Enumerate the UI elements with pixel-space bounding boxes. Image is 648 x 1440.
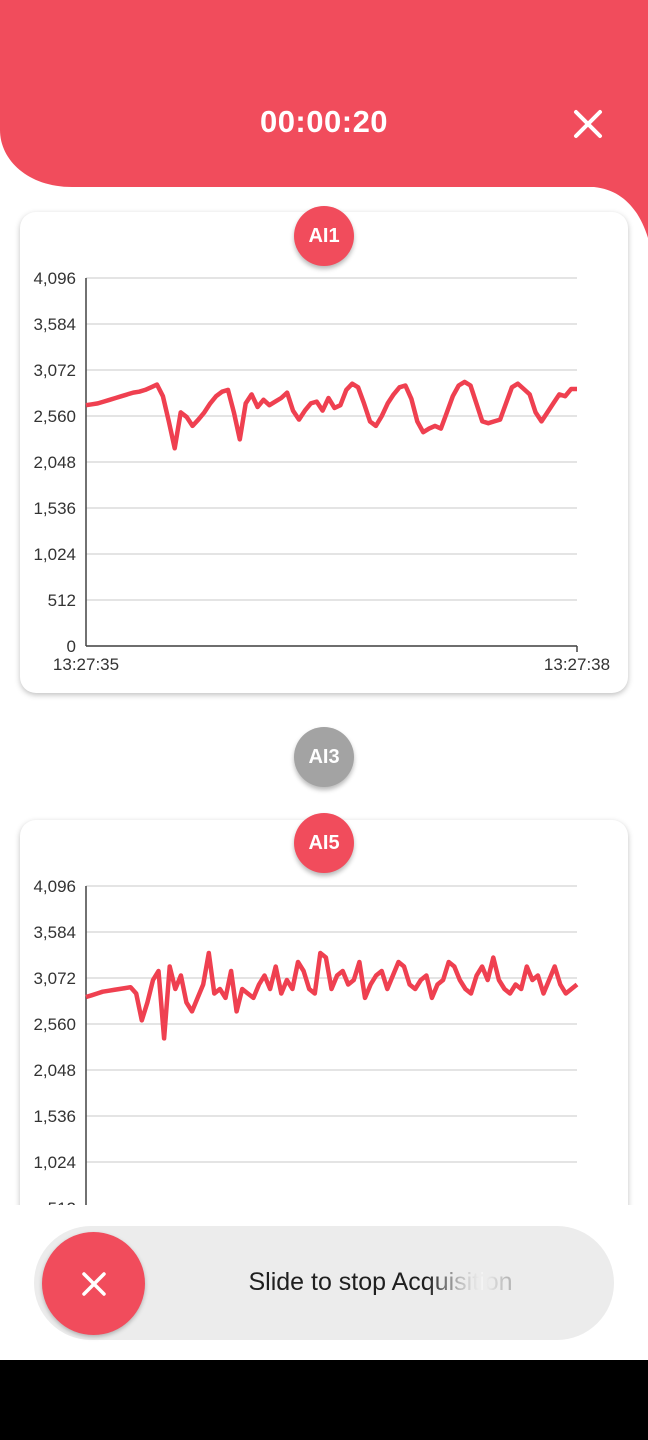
y-tick-label: 0 xyxy=(67,637,76,656)
y-tick-label: 512 xyxy=(48,591,76,610)
y-tick-label: 3,072 xyxy=(33,969,76,988)
chart-ai5: 4,096 3,584 3,072 2,560 2,048 1,536 1,024 512 xyxy=(33,877,579,1205)
series-line xyxy=(85,379,577,451)
y-tick-label: 1,024 xyxy=(33,1153,76,1172)
slider-knob[interactable] xyxy=(42,1232,145,1335)
y-tick-label: 512 xyxy=(48,1199,76,1205)
chart-card-ai1: 4,096 3,584 3,072 2,560 2,048 1,536 1,024 512 0 1… xyxy=(20,212,628,693)
y-tick-label: 3,584 xyxy=(33,315,76,334)
channels-list[interactable]: 4,096 3,584 3,072 2,560 2,048 1,536 1,024 512 0 1… xyxy=(0,190,648,1205)
stop-acquisition-slider[interactable]: Slide to stop Acquisition xyxy=(34,1226,614,1340)
y-tick-label: 3,072 xyxy=(33,361,76,380)
y-tick-label: 3,584 xyxy=(33,923,76,942)
y-tick-label: 1,536 xyxy=(33,1107,76,1126)
acquisition-timer: 00:00:20 xyxy=(259,104,389,139)
y-tick-label: 2,048 xyxy=(33,453,76,472)
y-tick-label: 2,560 xyxy=(33,1015,76,1034)
y-tick-label: 2,560 xyxy=(33,407,76,426)
x-tick-label: 13:27:38 xyxy=(544,655,610,674)
header-background xyxy=(0,0,648,238)
channel-badge-ai1[interactable]: AI1 xyxy=(294,206,354,266)
header: 00:00:20 xyxy=(0,0,648,240)
chart-card-ai5: 4,096 3,584 3,072 2,560 2,048 1,536 1,024 512 xyxy=(20,820,628,1205)
close-icon xyxy=(81,1271,106,1296)
x-tick-label: 13:27:35 xyxy=(53,655,119,674)
slider-label: Slide to stop Acquisition xyxy=(184,1268,577,1297)
channel-badge-ai3[interactable]: AI3 xyxy=(294,727,354,787)
chart-ai1: 4,0963,5843,0722,5602,0481,5361,02451201… xyxy=(33,269,610,674)
series-line xyxy=(85,950,579,1041)
close-button[interactable] xyxy=(568,104,608,144)
y-tick-label: 1,536 xyxy=(33,499,76,518)
y-tick-label: 2,048 xyxy=(33,1061,76,1080)
y-tick-label: 4,096 xyxy=(33,269,76,288)
close-icon xyxy=(574,110,602,138)
channel-badge-ai5[interactable]: AI5 xyxy=(294,813,354,873)
app-screen: 00:00:20 4,096 3,584 3,072 2,560 2,048 1,536 1… xyxy=(0,0,648,1360)
y-tick-label: 1,024 xyxy=(33,545,76,564)
y-tick-label: 4,096 xyxy=(33,877,76,896)
